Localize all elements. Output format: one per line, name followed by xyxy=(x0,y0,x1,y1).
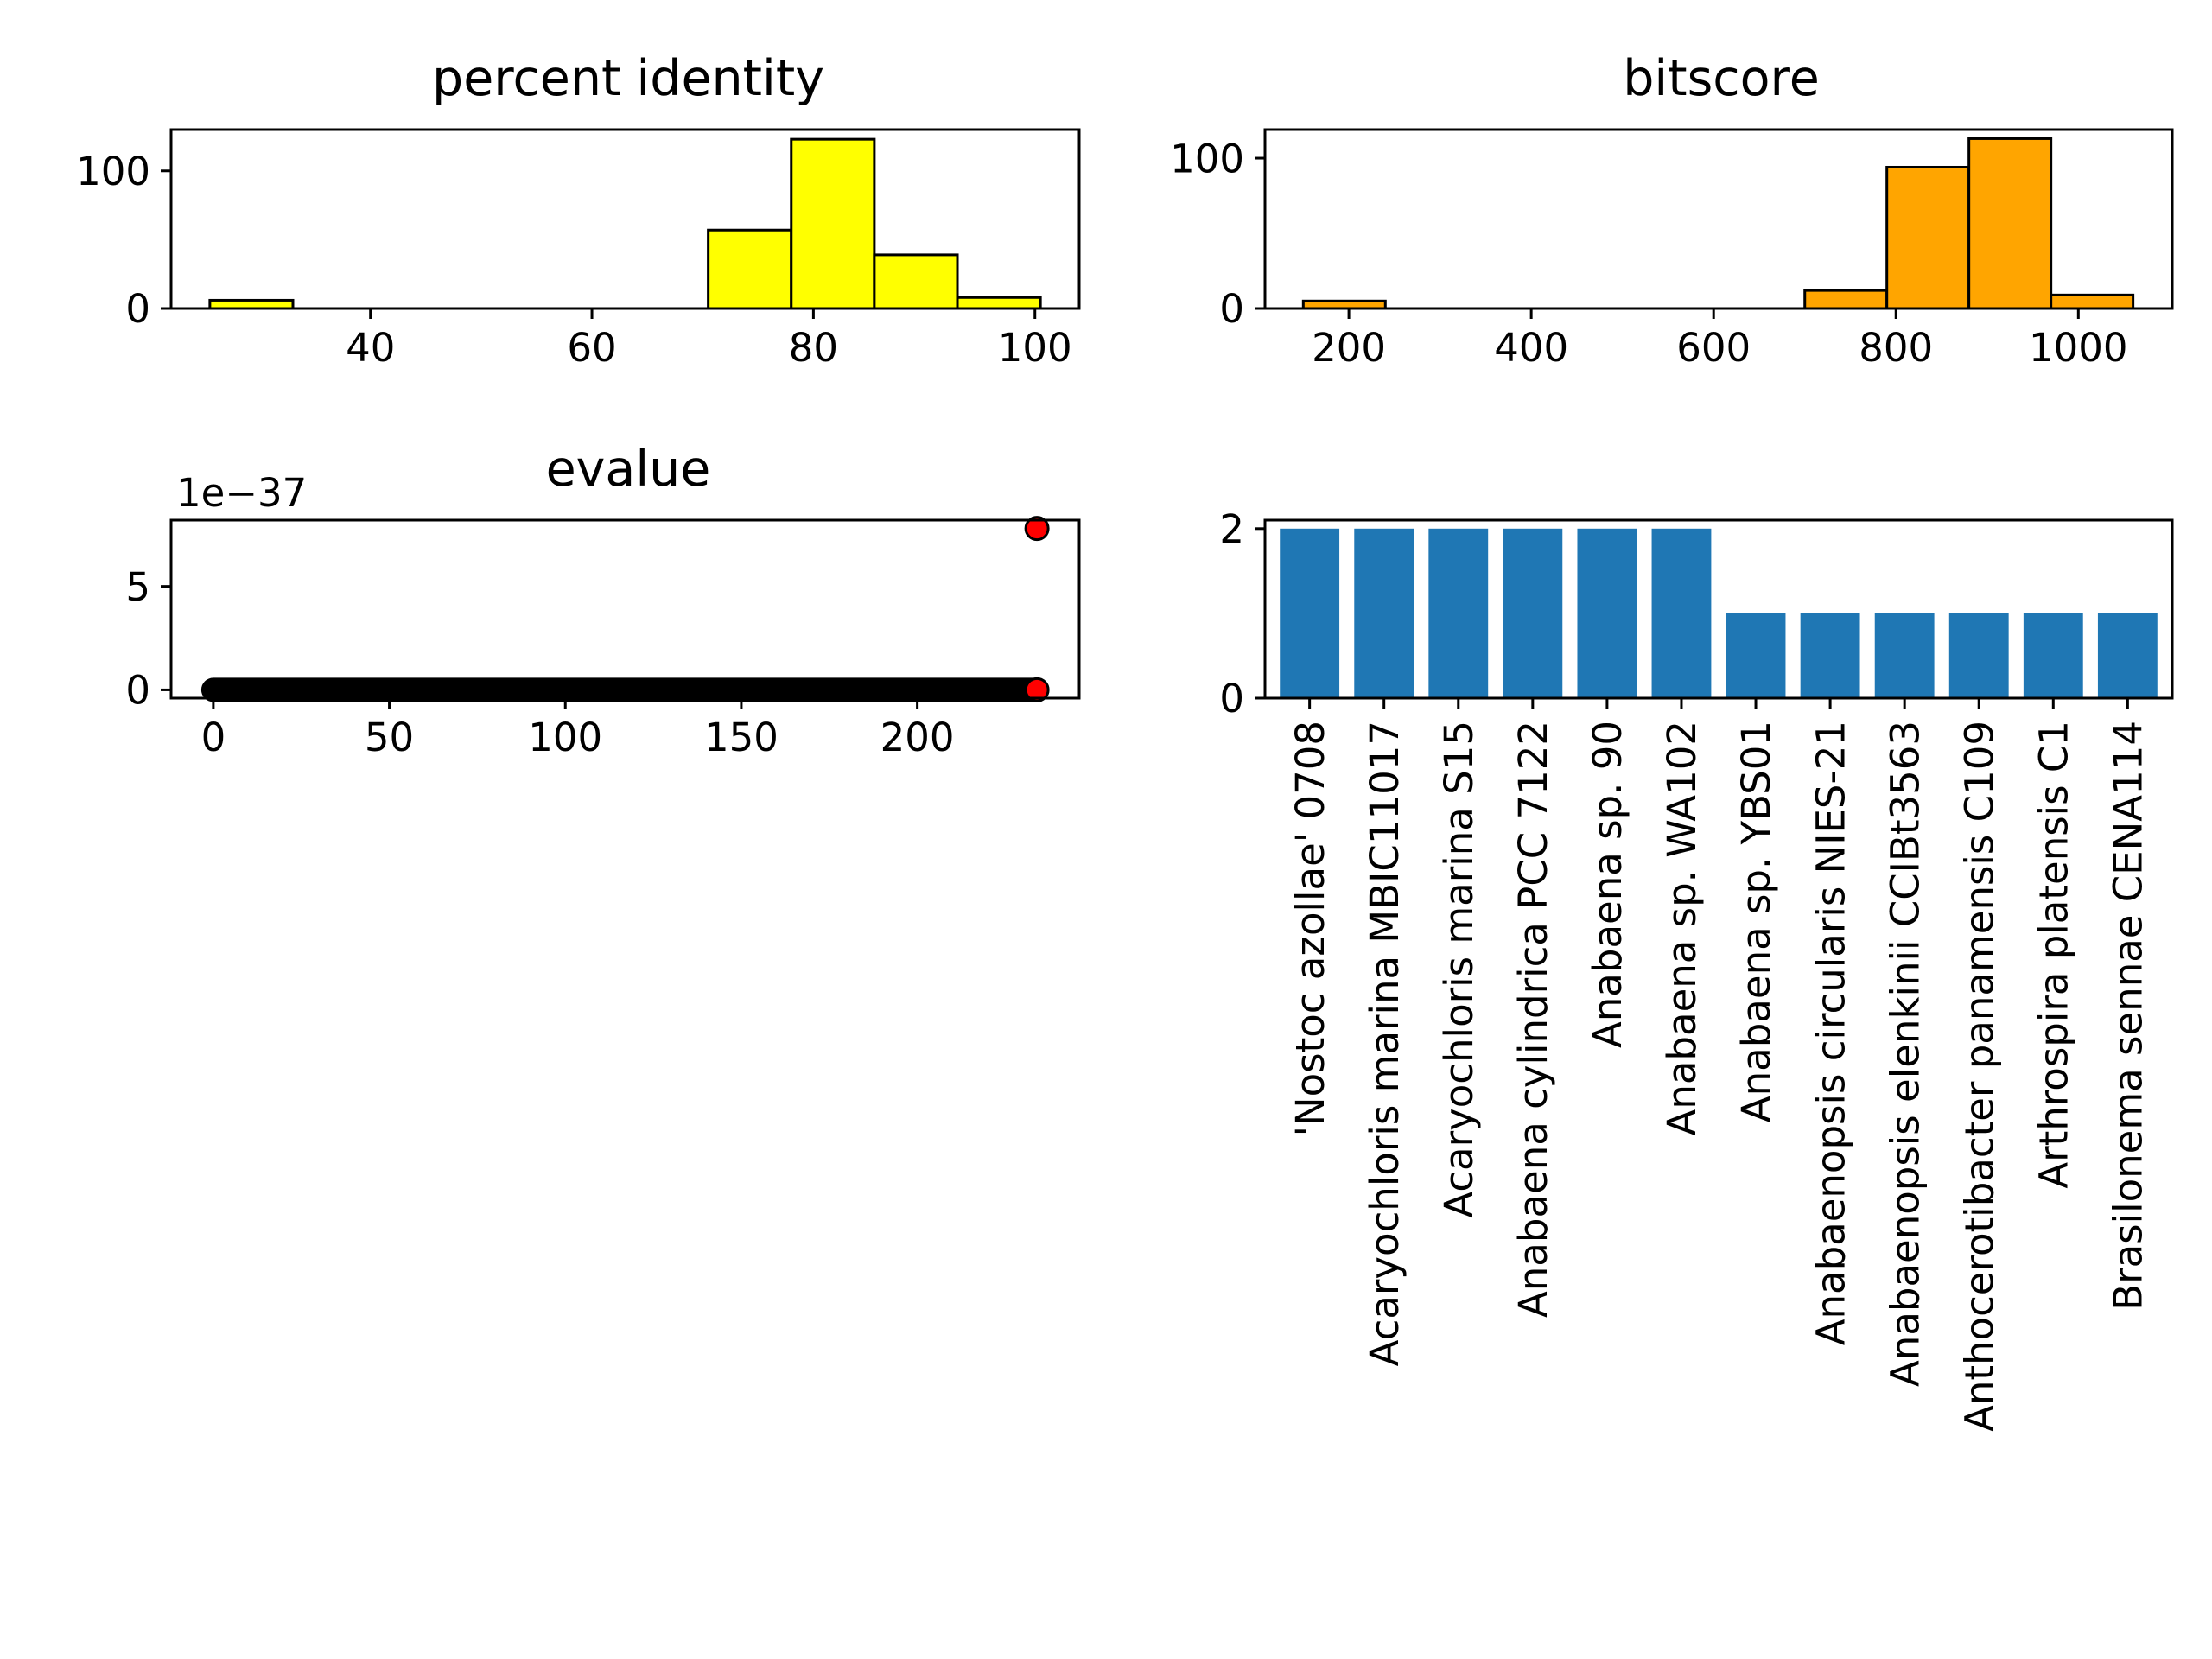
x-tick-label: Anabaena sp. WA102 xyxy=(1659,721,1705,1135)
chart-title: bitscore xyxy=(1623,50,1820,107)
y-tick-label: 0 xyxy=(1219,676,1244,721)
plot-frame xyxy=(1263,518,2174,700)
x-tick-label: Anabaenopsis circularis NIES-21 xyxy=(1808,721,1853,1345)
x-axis-ticks: 200 400 600 800 1000 xyxy=(1312,308,2128,371)
x-tick-label: 40 xyxy=(346,325,395,371)
histogram-bar xyxy=(873,253,959,310)
bar xyxy=(1280,528,1340,698)
scatter-point-highlight xyxy=(1024,677,1050,702)
x-axis-ticks: 0 50 100 150 200 xyxy=(201,698,955,760)
x-tick-label: 600 xyxy=(1676,325,1751,371)
x-tick-label: Arthrospira platensis C1 xyxy=(2031,721,2076,1189)
y-axis-ticks: 02 xyxy=(1219,506,1265,721)
bar xyxy=(1726,613,1786,698)
x-tick-label: 400 xyxy=(1494,325,1568,371)
histogram-bars xyxy=(1301,137,2135,310)
scatter-points xyxy=(200,516,1050,702)
histogram-bar xyxy=(1967,137,2053,310)
x-tick-label: Acaryochloris marina MBIC11017 xyxy=(1362,721,1408,1366)
percent-identity-histogram: percent identity 40 60 80 100 0 100 xyxy=(76,50,1081,371)
bar xyxy=(1948,613,2009,698)
histogram-bar xyxy=(1885,165,1971,310)
chart-title: evalue xyxy=(546,441,711,498)
y-axis-offset-label: 1e−37 xyxy=(176,470,307,516)
x-tick-label: 200 xyxy=(880,715,955,760)
y-tick-label: 100 xyxy=(76,149,150,194)
x-tick-label: Brasilonema sennae CENA114 xyxy=(2106,721,2152,1311)
species-count-bar-chart: 'Nostoc azollae' 0708 Acaryochloris marin… xyxy=(1219,506,2174,1432)
y-tick-label: 2 xyxy=(1219,506,1244,552)
x-tick-label: 100 xyxy=(998,325,1072,371)
histogram-bar xyxy=(790,137,876,310)
x-tick-label: 60 xyxy=(567,325,616,371)
histogram-bar xyxy=(707,228,793,310)
y-tick-label: 0 xyxy=(1219,286,1244,332)
histogram-bar xyxy=(1803,289,1889,310)
x-tick-label: 80 xyxy=(789,325,838,371)
bar xyxy=(1503,528,1563,698)
bar xyxy=(2097,613,2158,698)
bar xyxy=(1428,528,1489,698)
bar xyxy=(2023,613,2083,698)
plot-frame xyxy=(169,518,1081,700)
evalue-scatter: evalue 1e−37 0 50 100 150 200 05 xyxy=(125,441,1081,760)
histogram-bars xyxy=(208,137,1042,310)
x-tick-label: Anabaenopsis elenkinii CCIBt3563 xyxy=(1882,721,1928,1387)
x-tick-label: 0 xyxy=(201,715,226,760)
y-tick-label: 5 xyxy=(125,564,150,610)
x-tick-label: 1000 xyxy=(2029,325,2128,371)
x-tick-label: Anabaena sp. YBS01 xyxy=(1733,721,1779,1122)
x-tick-label: 100 xyxy=(528,715,602,760)
x-tick-label: Anabaena cylindrica PCC 7122 xyxy=(1510,721,1556,1318)
plot-frame xyxy=(169,128,1081,310)
bar xyxy=(1874,613,1935,698)
bars xyxy=(1280,528,2158,698)
x-tick-label: 200 xyxy=(1312,325,1386,371)
bar xyxy=(1800,613,1860,698)
chart-title: percent identity xyxy=(432,50,824,107)
x-tick-label: Acaryochloris marina S15 xyxy=(1436,721,1482,1218)
bar xyxy=(1651,528,1712,698)
x-tick-label: 800 xyxy=(1859,325,1933,371)
x-tick-label: 'Nostoc azollae' 0708 xyxy=(1287,721,1333,1136)
bar xyxy=(1354,528,1414,698)
x-axis-ticks: 'Nostoc azollae' 0708 Acaryochloris marin… xyxy=(1287,698,2152,1432)
y-axis-ticks: 05 xyxy=(125,564,171,714)
plot-frame xyxy=(1263,128,2174,310)
bitscore-histogram: bitscore 200 400 600 800 1000 0 100 xyxy=(1170,50,2174,371)
histogram-bar xyxy=(2050,293,2135,310)
x-tick-label: 150 xyxy=(704,715,779,760)
histogram-bar xyxy=(956,296,1042,310)
x-tick-label: Anabaena sp. 90 xyxy=(1585,721,1630,1048)
x-tick-label: 50 xyxy=(365,715,414,760)
y-tick-label: 0 xyxy=(125,286,150,332)
y-axis-ticks: 0 100 xyxy=(76,149,171,332)
x-axis-ticks: 40 60 80 100 xyxy=(346,308,1072,371)
x-tick-label: Anthocerotibacter panamensis C109 xyxy=(1956,721,2002,1432)
y-tick-label: 100 xyxy=(1170,136,1244,181)
y-tick-label: 0 xyxy=(125,668,150,714)
y-axis-ticks: 0 100 xyxy=(1170,136,1265,332)
scatter-point-highlight xyxy=(1024,516,1050,542)
bar xyxy=(1577,528,1637,698)
